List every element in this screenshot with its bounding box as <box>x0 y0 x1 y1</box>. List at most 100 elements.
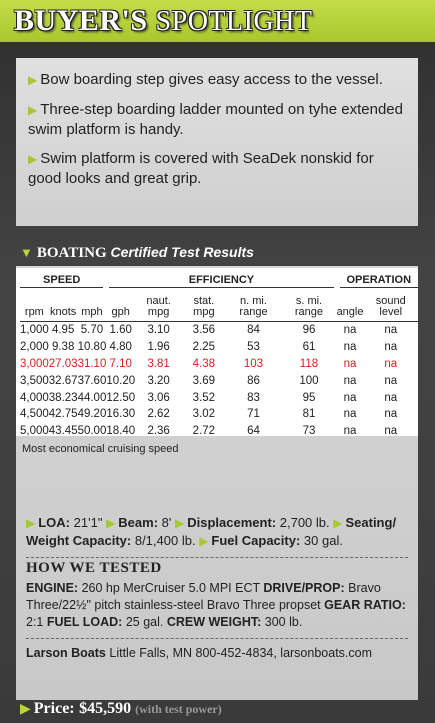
price-value: $45,590 <box>79 700 132 717</box>
highlight: ▶ Three-step boarding ladder mounted on t… <box>28 100 406 139</box>
table-cell: 1.60 <box>109 324 132 337</box>
tested-label: DRIVE/PROP: <box>263 581 345 595</box>
table-cell: 7.10 <box>109 357 132 370</box>
table-cell: 4.38 <box>192 357 216 370</box>
results-title: Certified Test Results <box>110 244 254 260</box>
spec-label: Beam: <box>118 515 159 530</box>
table-cell: 86 <box>247 374 260 387</box>
table-row: 2,000 9.38 10.80 4.80 1.96 2.25 53 61 na na <box>20 339 418 356</box>
table-cell: 50.00 <box>77 425 107 438</box>
spec-label: Fuel Capacity: <box>211 533 301 548</box>
table-row: 5,000 43.45 50.00 18.40 2.36 2.72 64 73 na na <box>20 423 418 440</box>
spec-value: 30 gal. <box>303 533 343 548</box>
table-cell: 16.30 <box>106 408 136 421</box>
table-cell: 95 <box>302 391 316 404</box>
highlight: ▶ Bow boarding step gives easy access to … <box>28 70 406 90</box>
highlight-text: Bow boarding step gives easy access to t… <box>40 71 383 88</box>
table-cell: 100 <box>299 374 319 387</box>
bullet-icon: ▶ <box>26 516 36 530</box>
table-cell: 4,500 <box>20 408 49 421</box>
results-table: SPEED EFFICIENCY OPERATION rpm knots mph gph na… <box>20 272 418 440</box>
spec-value: 21'1" <box>73 515 103 530</box>
table-row: 4,000 38.23 44.00 12.50 3.06 3.52 83 95 na na <box>20 389 418 406</box>
highlights: ▶ Bow boarding step gives easy access to … <box>16 58 418 226</box>
column-header: stat. mpg <box>182 287 226 322</box>
table-cell: 12.50 <box>106 391 136 404</box>
table-cell: na <box>384 391 398 404</box>
table-cell: 2.72 <box>192 425 216 438</box>
bullet-icon: ▶ <box>106 516 116 530</box>
group-header: OPERATION <box>336 272 418 288</box>
tested-value: 2:1 <box>26 615 44 629</box>
table-row: 3,500 32.67 37.60 10.20 3.20 3.69 86 100 na na <box>20 372 418 389</box>
table-cell: 73 <box>302 425 316 438</box>
column-header: mph <box>77 287 107 322</box>
table-cell: 27.03 <box>48 357 78 370</box>
table-cell: 3.10 <box>147 324 170 337</box>
table-cell: 18.40 <box>106 425 136 438</box>
column-header: knots <box>48 287 78 322</box>
tested-label: CREW WEIGHT: <box>166 615 262 629</box>
table-cell: 3.69 <box>192 374 216 387</box>
table-cell: 4.95 <box>51 324 75 337</box>
table-cell: 84 <box>247 324 260 337</box>
brand: BOATING <box>36 245 107 261</box>
table-cell: 61 <box>302 341 316 354</box>
table-cell: 2.62 <box>147 408 170 421</box>
table-cell: 81 <box>302 408 316 421</box>
table-cell: na <box>343 391 357 404</box>
table-cell: 83 <box>247 391 260 404</box>
table-cell: 42.75 <box>48 408 78 421</box>
tested-label: ENGINE: <box>26 581 79 595</box>
spec-value: 8/1,400 lb. <box>134 533 196 548</box>
highlight-text: Three-step boarding ladder mounted on ty… <box>28 101 403 138</box>
group-header: SPEED <box>20 272 110 288</box>
table-cell: 3.52 <box>192 391 216 404</box>
tested-heading: HOW WE TESTED <box>26 560 162 576</box>
table-cell: 31.10 <box>77 357 107 370</box>
highlight: ▶ Swim platform is covered with SeaDek no… <box>28 149 406 188</box>
table-cell: 5,000 <box>20 425 49 438</box>
table-cell: 38.23 <box>48 391 78 404</box>
contact: Larson Boats Little Falls, MN 800-452-48… <box>26 646 372 660</box>
table-cell: 2.25 <box>192 341 216 354</box>
column-header: angle <box>336 287 364 322</box>
table-cell: 4,000 <box>20 391 49 404</box>
table-cell: 5.70 <box>80 324 104 337</box>
table-cell: 37.60 <box>77 374 107 387</box>
table-cell: na <box>384 425 398 438</box>
table-cell: 44.00 <box>77 391 107 404</box>
table-cell: 64 <box>247 425 260 438</box>
column-header: naut. mpg <box>135 287 183 322</box>
price: ▶ Price: $45,590 (with test power) <box>20 700 222 717</box>
tested-value: 25 gal. <box>125 615 164 629</box>
table-cell: 1,000 <box>20 324 49 337</box>
table-cell: 10.80 <box>77 341 107 354</box>
bullet-icon: ▶ <box>175 516 185 530</box>
table-cell: na <box>384 374 398 387</box>
table-cell: 2,000 <box>20 341 49 354</box>
tested-value: 260 hp MerCruiser 5.0 MPI ECT <box>81 581 260 595</box>
footnote: Most economical cruising speed <box>22 443 179 455</box>
table-cell: 3.56 <box>192 324 216 337</box>
table-cell: na <box>343 324 357 337</box>
table-cell: 3.81 <box>147 357 170 370</box>
table-cell: na <box>343 374 357 387</box>
divider <box>26 638 408 639</box>
table-cell: 4.80 <box>109 341 132 354</box>
table-cell: 53 <box>247 341 260 354</box>
tested-value: 300 lb. <box>264 615 303 629</box>
tested-label: FUEL LOAD: <box>46 615 123 629</box>
table-row: 4,500 42.75 49.20 16.30 2.62 3.02 71 81 na na <box>20 406 418 423</box>
bullet-icon: ▶ <box>333 516 343 530</box>
divider <box>26 557 408 558</box>
table-cell: 71 <box>247 408 260 421</box>
table-cell: na <box>343 425 357 438</box>
bullet-icon: ▶ <box>28 73 38 87</box>
table-cell: 43.45 <box>48 425 78 438</box>
table-cell: 103 <box>243 357 264 370</box>
spec-value: 2,700 lb. <box>279 515 330 530</box>
column-header: rpm <box>20 287 49 322</box>
contact-details: Little Falls, MN 800-452-4834, larsonboa… <box>109 646 373 660</box>
column-header: gph <box>106 287 136 322</box>
